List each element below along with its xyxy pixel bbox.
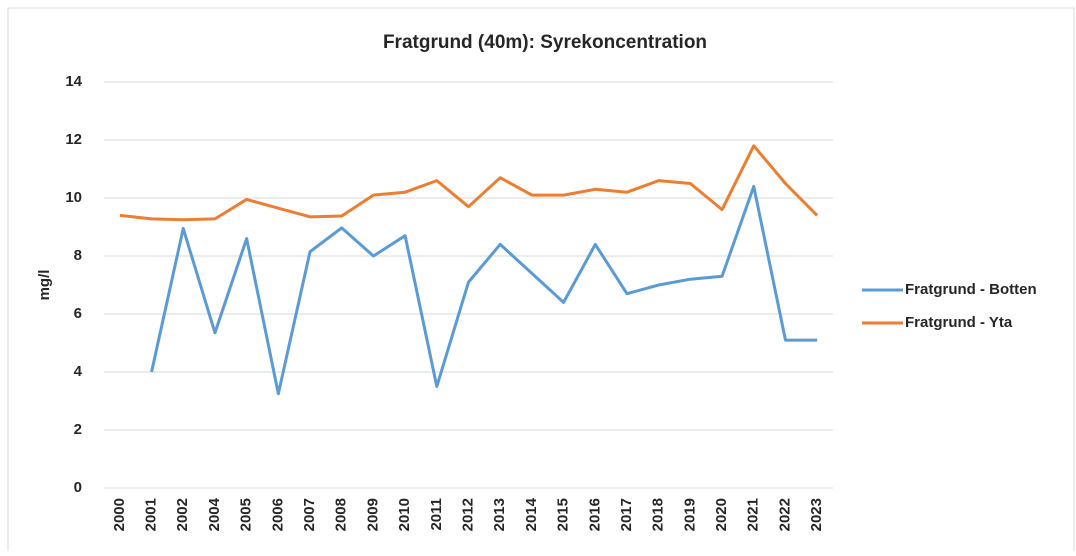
x-tick-label: 2015 [555,498,572,531]
x-tick-label: 2001 [143,498,160,531]
x-tick-label: 2018 [650,498,667,531]
x-tick-label: 2021 [745,498,762,531]
x-tick-label: 2023 [808,498,825,531]
x-tick-label: 2022 [776,498,793,531]
x-tick-label: 2008 [333,498,350,531]
legend-label: Fratgrund - Botten [905,281,1037,298]
y-tick-label: 0 [74,479,82,496]
x-tick-label: 2006 [269,498,286,531]
chart-frame [7,7,1075,556]
x-tick-label: 2002 [174,498,191,531]
x-tick-label: 2000 [111,498,128,531]
x-tick-label: 2012 [459,498,476,531]
y-tick-label: 4 [74,363,83,380]
x-tick-label: 2007 [301,498,318,531]
series-line [119,144,819,222]
y-axis-label: mg/l [36,270,53,301]
x-tick-label: 2010 [396,498,413,531]
chart-title: Fratgrund (40m): Syrekoncentration [383,32,707,53]
y-tick-label: 8 [74,247,82,264]
y-tick-label: 6 [74,305,82,322]
x-tick-label: 2009 [364,498,381,531]
x-tick-label: 2016 [586,498,603,531]
x-tick-label: 2014 [523,497,540,531]
x-tick-label: 2019 [681,498,698,531]
x-tick-label: 2020 [713,498,730,531]
x-tick-label: 2013 [491,498,508,531]
y-tick-label: 14 [65,73,82,90]
x-tick-label: 2004 [206,497,223,531]
y-tick-label: 2 [74,421,82,438]
series-line [150,184,818,396]
x-tick-label: 2011 [428,498,445,531]
x-tick-label: 2017 [618,498,635,531]
legend-label: Fratgrund - Yta [905,314,1013,331]
y-tick-label: 12 [65,131,82,148]
y-tick-label: 10 [65,189,82,206]
x-tick-label: 2005 [238,498,255,531]
